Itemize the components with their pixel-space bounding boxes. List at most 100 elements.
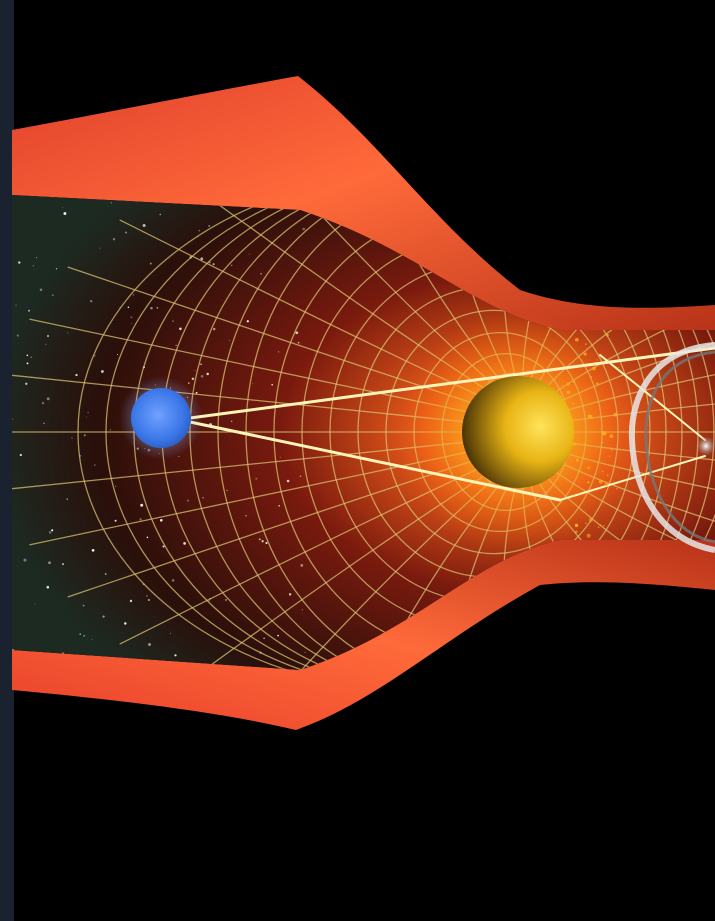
spark (617, 366, 620, 369)
star (146, 595, 148, 597)
star (295, 331, 299, 335)
star (191, 377, 195, 381)
star (175, 344, 177, 346)
star (35, 257, 38, 259)
spark (595, 382, 599, 385)
spark (574, 337, 579, 342)
star (277, 634, 279, 637)
spark (566, 390, 571, 395)
star (271, 383, 274, 386)
star (171, 579, 175, 582)
star (198, 229, 201, 232)
star (39, 288, 43, 292)
left-starfield-strip (0, 0, 14, 921)
star (101, 370, 104, 373)
spark (559, 400, 564, 404)
star (102, 615, 105, 618)
star (278, 505, 280, 507)
star (124, 622, 127, 625)
star (212, 263, 215, 266)
star (15, 304, 17, 306)
star (248, 253, 250, 255)
star (45, 343, 47, 345)
spark (566, 382, 570, 386)
light-path-lower-far (559, 455, 706, 501)
spark (601, 441, 604, 444)
star (63, 212, 67, 215)
spark (606, 333, 609, 337)
spark (587, 481, 590, 484)
star (55, 268, 58, 270)
spark (584, 522, 587, 525)
light-path-lower-near (188, 420, 562, 502)
star (43, 422, 45, 425)
star (91, 639, 93, 640)
star (279, 456, 281, 458)
spark (586, 533, 591, 538)
star (117, 354, 118, 355)
star (129, 599, 133, 603)
star (149, 262, 152, 265)
einstein-ring-arc (628, 342, 715, 553)
star (61, 563, 65, 566)
spark (587, 466, 591, 470)
star (66, 498, 68, 500)
spark (603, 525, 605, 527)
star (83, 434, 86, 437)
star (83, 635, 85, 637)
star (94, 355, 96, 357)
star (302, 227, 306, 231)
spark (583, 352, 587, 356)
star (32, 265, 34, 267)
star (115, 485, 116, 487)
star (48, 561, 51, 565)
spark (599, 524, 602, 527)
star (46, 585, 50, 589)
star (67, 332, 69, 334)
star (246, 320, 249, 323)
star (299, 475, 302, 478)
star (85, 416, 87, 418)
star (252, 383, 254, 385)
star (195, 391, 198, 394)
star (160, 519, 163, 522)
spark (602, 431, 607, 436)
spark (572, 402, 575, 405)
star (51, 294, 54, 297)
star (114, 519, 117, 522)
star (132, 294, 135, 296)
star (28, 309, 30, 312)
star (41, 401, 45, 405)
star (99, 247, 101, 249)
star (23, 558, 27, 562)
spark (609, 434, 614, 438)
spacetime-sheet-bottom (12, 540, 715, 730)
star (174, 654, 177, 657)
star (34, 603, 36, 605)
spark (574, 530, 578, 534)
star (12, 418, 13, 420)
star (91, 548, 95, 552)
star (110, 202, 112, 204)
star (51, 529, 54, 532)
star (30, 356, 32, 358)
yellow-lens-sphere (462, 376, 574, 488)
star (87, 412, 89, 414)
spark (598, 479, 603, 484)
star (71, 437, 73, 439)
star (277, 351, 280, 353)
spark (592, 366, 596, 371)
star (156, 306, 159, 309)
star (258, 538, 261, 541)
spark (613, 412, 618, 417)
star (82, 604, 85, 607)
spark (609, 455, 611, 457)
star (231, 264, 233, 266)
star (94, 464, 96, 466)
star (18, 261, 21, 264)
star (300, 563, 304, 567)
star (208, 600, 210, 602)
star (225, 599, 227, 601)
star (139, 518, 142, 521)
star (229, 339, 230, 341)
